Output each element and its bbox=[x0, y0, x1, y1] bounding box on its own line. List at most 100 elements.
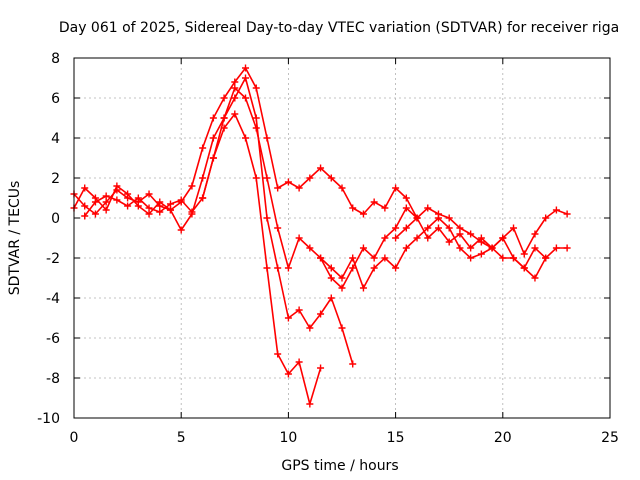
data-point bbox=[477, 238, 485, 246]
data-point bbox=[295, 306, 303, 314]
data-point bbox=[370, 264, 378, 272]
data-point bbox=[359, 210, 367, 218]
x-tick-label: 20 bbox=[494, 430, 512, 446]
data-point bbox=[220, 114, 228, 122]
data-point bbox=[520, 264, 528, 272]
data-point bbox=[370, 198, 378, 206]
data-point bbox=[156, 198, 164, 206]
data-point bbox=[306, 324, 314, 332]
data-point bbox=[242, 134, 250, 142]
data-point bbox=[327, 274, 335, 282]
data-point bbox=[402, 204, 410, 212]
data-point bbox=[166, 200, 174, 208]
data-point bbox=[338, 184, 346, 192]
axis-ticks: 0 5 10 15 20 25 -10 -8 -6 -4 -2 0 2 4 6 8 bbox=[37, 51, 619, 446]
data-point bbox=[263, 214, 271, 222]
data-point bbox=[231, 110, 239, 118]
data-point bbox=[510, 254, 518, 262]
satellite-track-2 bbox=[70, 74, 357, 368]
satellite-track-3 bbox=[81, 110, 325, 408]
data-point bbox=[327, 264, 335, 272]
data-point bbox=[188, 208, 196, 216]
data-point bbox=[488, 244, 496, 252]
data-point bbox=[456, 224, 464, 232]
data-point bbox=[542, 254, 550, 262]
data-point bbox=[284, 314, 292, 322]
data-point bbox=[338, 274, 346, 282]
data-point bbox=[445, 238, 453, 246]
data-point bbox=[402, 224, 410, 232]
data-point bbox=[392, 264, 400, 272]
data-point bbox=[166, 206, 174, 214]
y-tick-label: -2 bbox=[46, 251, 60, 267]
data-point bbox=[220, 94, 228, 102]
data-point bbox=[467, 230, 475, 238]
data-point bbox=[370, 254, 378, 262]
data-point bbox=[199, 174, 207, 182]
data-point bbox=[552, 206, 560, 214]
y-tick-label: 6 bbox=[51, 91, 60, 107]
x-tick-label: 10 bbox=[279, 430, 297, 446]
data-point bbox=[81, 202, 89, 210]
data-point bbox=[392, 234, 400, 242]
data-point bbox=[102, 198, 110, 206]
data-point bbox=[263, 174, 271, 182]
data-point bbox=[209, 114, 217, 122]
data-point bbox=[274, 224, 282, 232]
chart-title: Day 061 of 2025, Sidereal Day-to-day VTE… bbox=[59, 20, 619, 36]
data-point bbox=[445, 224, 453, 232]
data-point bbox=[295, 234, 303, 242]
data-point bbox=[392, 184, 400, 192]
data-point bbox=[510, 224, 518, 232]
data-point bbox=[199, 144, 207, 152]
data-point bbox=[542, 214, 550, 222]
y-tick-label: 0 bbox=[51, 211, 60, 227]
satellite-track-5-line bbox=[320, 217, 547, 289]
data-point bbox=[113, 196, 121, 204]
y-tick-label: -4 bbox=[46, 291, 60, 307]
data-point bbox=[531, 274, 539, 282]
data-point bbox=[274, 350, 282, 358]
data-point bbox=[381, 204, 389, 212]
data-point bbox=[467, 244, 475, 252]
y-tick-label: -8 bbox=[46, 371, 60, 387]
data-point bbox=[531, 244, 539, 252]
data-point bbox=[263, 264, 271, 272]
data-point bbox=[91, 198, 99, 206]
data-point bbox=[359, 244, 367, 252]
data-point bbox=[402, 194, 410, 202]
data-point bbox=[295, 184, 303, 192]
data-point bbox=[274, 184, 282, 192]
data-point bbox=[177, 196, 185, 204]
data-point bbox=[134, 194, 142, 202]
satellite-track-4 bbox=[199, 84, 571, 292]
data-point bbox=[284, 370, 292, 378]
data-point bbox=[242, 74, 250, 82]
data-point bbox=[295, 358, 303, 366]
data-point bbox=[252, 84, 260, 92]
data-point bbox=[456, 230, 464, 238]
data-point bbox=[145, 190, 153, 198]
data-point bbox=[306, 244, 314, 252]
data-point bbox=[284, 264, 292, 272]
data-point bbox=[424, 224, 432, 232]
data-point bbox=[124, 202, 132, 210]
data-point bbox=[102, 192, 110, 200]
data-point bbox=[231, 78, 239, 86]
data-point bbox=[188, 182, 196, 190]
data-point bbox=[134, 202, 142, 210]
data-point bbox=[263, 134, 271, 142]
data-point bbox=[252, 124, 260, 132]
satellite-track-6 bbox=[392, 204, 571, 282]
data-point bbox=[359, 284, 367, 292]
data-point bbox=[349, 254, 357, 262]
data-point bbox=[327, 174, 335, 182]
data-point bbox=[274, 264, 282, 272]
data-point bbox=[91, 210, 99, 218]
data-point bbox=[467, 254, 475, 262]
plot-frame bbox=[73, 57, 611, 419]
satellite-track-5 bbox=[317, 214, 550, 292]
data-point bbox=[306, 174, 314, 182]
data-point bbox=[145, 210, 153, 218]
